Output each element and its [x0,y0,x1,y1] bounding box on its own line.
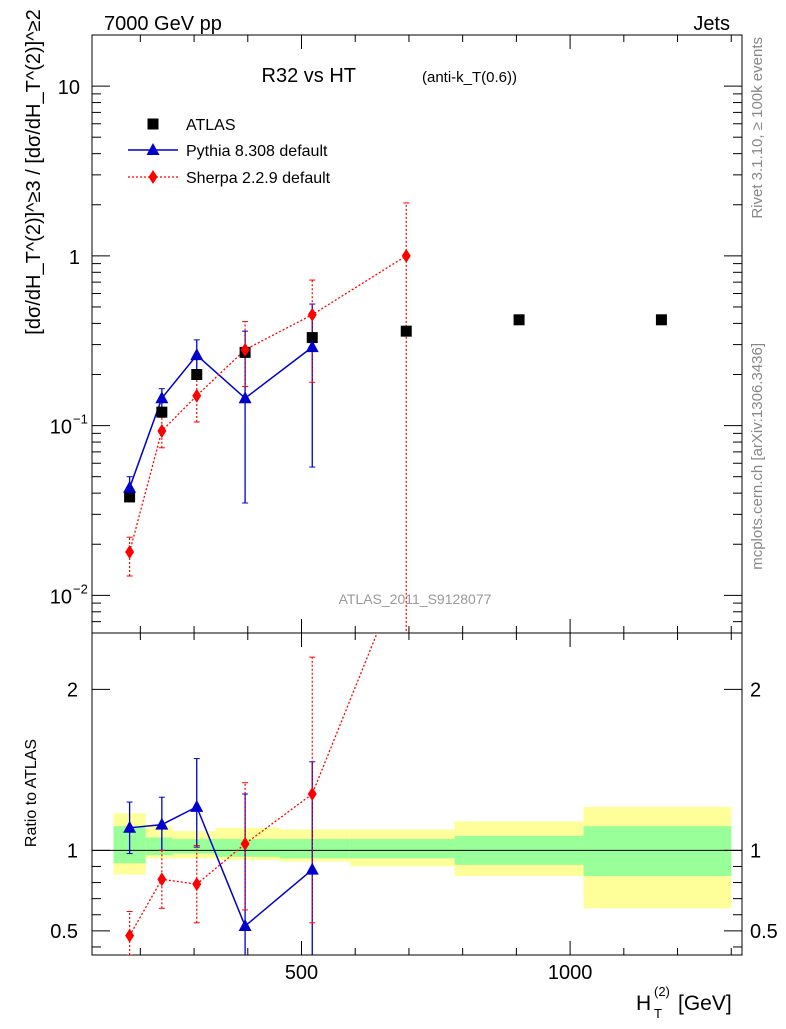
ratio-y-tick-label: 0.5 [50,921,78,943]
ratio-y-tick-label: 1 [67,840,78,862]
legend-sherpa-marker [148,170,158,184]
upper-marks [123,202,667,633]
legend-sherpa-label: Sherpa 2.2.9 default [186,170,331,187]
lower-marks [123,633,378,955]
atlas-marker [655,314,667,326]
band-inner-segment [215,839,281,857]
pythia-marker [238,391,252,404]
legend-pythia-label: Pythia 8.308 default [186,143,328,160]
lower-frame [91,632,743,956]
upper-y-axis-label: [dσ/dH_T^(2)]^≥3 / [dσ/dH_T^(2)]^≥2 [23,9,45,334]
ratio-bands [92,806,742,909]
band-inner-segment [172,839,216,854]
ratio-pythia-marker [123,820,137,833]
x-axis-label-h: H [636,992,651,1015]
y-tick-label: 1 [69,247,80,269]
lower-axes: 500 1000 0.5 0.5 1 1 2 2 [50,632,778,984]
legend: ATLAS Pythia 8.308 default Sherpa 2.2.9 de… [128,117,331,187]
band-inner-segment [583,826,732,877]
sherpa-line [128,255,407,553]
ratio-sherpa-line [129,633,378,937]
atlas-marker [156,406,168,418]
y-tick-label-exp: −1 [73,412,88,427]
x-tick-label: 500 [285,962,318,984]
atlas-marker [400,325,412,337]
atlas-marker [306,332,318,344]
ratio-y-tick-label-right: 2 [750,679,761,701]
ratio-y-axis-label: Ratio to ATLAS [23,739,40,847]
sherpa-marker [125,545,135,560]
side-label-mcplots: mcplots.cern.ch [arXiv:1306.3436] [749,343,766,570]
sherpa-marker [157,423,167,438]
atlas-marker [191,368,203,380]
x-axis-label-unit: [GeV] [678,992,732,1015]
legend-atlas-marker [147,118,159,130]
sherpa-marker [240,342,250,357]
y-tick-label-exp: −2 [73,581,88,596]
ratio-pythia-marker [238,919,252,932]
ratio-sherpa-marker [192,877,202,892]
band-inner-segment [349,839,455,859]
pythia-marker [305,340,319,353]
ratio-pythia-marker [190,799,204,812]
ratio-y-tick-label: 2 [67,679,78,701]
ratio-y-tick-label-right: 0.5 [750,921,778,943]
analysis-watermark: ATLAS_2011_S9128077 [339,591,492,607]
ratio-sherpa-marker [157,872,167,887]
ratio-y-tick-label-right: 1 [750,840,761,862]
pythia-marker [155,391,169,404]
x-axis-label-sub: T [654,1006,662,1021]
legend-pythia-marker [146,143,160,155]
y-tick-label: 10 [58,77,80,99]
pythia-marker [123,480,137,493]
chart-title-main: R32 vs HT [262,65,356,87]
header-left: 7000 GeV pp [104,13,222,35]
sherpa-marker [192,388,202,403]
ratio-sherpa-marker [307,787,317,801]
chart-title: R32 vs HT (anti-k_T(0.6)) [262,65,518,87]
header-right: Jets [693,13,730,35]
side-label-rivet: Rivet 3.1.10, ≥ 100k events [749,37,766,219]
ratio-pythia-marker [305,862,319,875]
chart-title-suffix: (anti-k_T(0.6)) [422,69,517,86]
sherpa-marker [307,307,317,322]
sherpa-marker [401,248,411,263]
legend-atlas-label: ATLAS [186,117,236,134]
x-tick-label: 1000 [548,962,593,984]
ratio-sherpa-marker [125,928,135,943]
atlas-marker [513,314,525,326]
y-tick-label: 10 [50,586,72,608]
y-tick-label: 10 [50,417,72,439]
ratio-pythia-line [129,805,313,928]
band-inner-segment [280,839,350,859]
x-axis-label-sup: (2) [654,984,670,999]
band-inner-segment [145,837,173,856]
pythia-marker [190,348,204,361]
ratio-sherpa-marker [240,836,250,851]
x-axis-label: H (2) T [GeV] [636,984,732,1021]
ratio-pythia-marker [155,817,169,830]
atlas-marker [124,491,136,503]
